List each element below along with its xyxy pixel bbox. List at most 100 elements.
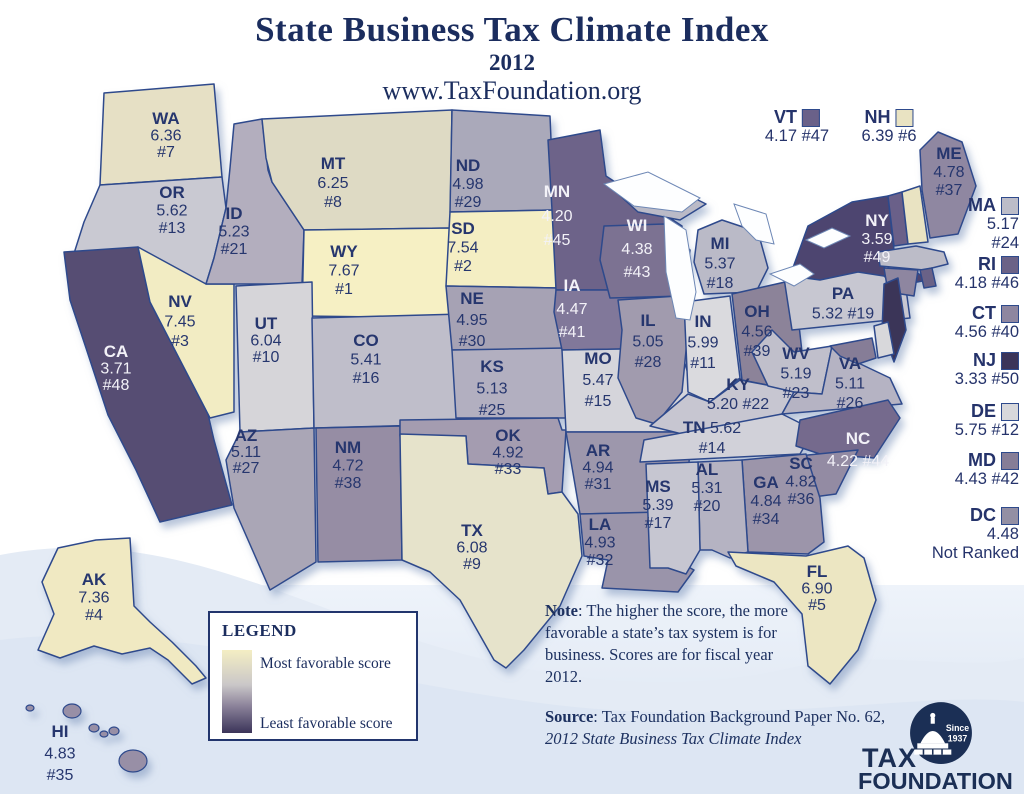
state-label-AZ: 5.11 bbox=[231, 444, 261, 461]
source-label: Source bbox=[545, 707, 594, 726]
state-label-IL: IL bbox=[640, 311, 655, 330]
state-abbr-VT: VT bbox=[773, 107, 798, 127]
legend-most-favorable-label: Most favorable score bbox=[260, 655, 391, 672]
state-label-IA: #41 bbox=[559, 324, 586, 341]
state-label-TX: TX bbox=[461, 521, 483, 540]
state-label-IA: IA bbox=[564, 276, 581, 295]
state-label-CO: 5.41 bbox=[350, 352, 381, 369]
callout-DE-abbr: DE bbox=[955, 402, 1019, 421]
state-shape-AK bbox=[37, 537, 207, 685]
color-swatch-DC bbox=[1001, 506, 1019, 525]
state-label-OK: OK bbox=[495, 426, 521, 445]
state-label-AZ: #27 bbox=[233, 460, 260, 477]
callout-MA-value-1: #24 bbox=[991, 233, 1019, 252]
state-label-AZ: AZ bbox=[235, 426, 258, 445]
state-label-AL: #20 bbox=[694, 498, 721, 515]
state-label-WI: #43 bbox=[624, 264, 651, 281]
state-shape-NC bbox=[795, 399, 901, 459]
state-shape-KS bbox=[451, 347, 571, 419]
callout-NH: NH 6.39 #6 bbox=[861, 108, 916, 146]
state-label-MO: 5.47 bbox=[582, 372, 613, 389]
callout-RI-value-0: 4.18 #46 bbox=[954, 274, 1019, 292]
state-label-MN: #45 bbox=[544, 232, 571, 249]
state-label-CA: CA bbox=[104, 342, 129, 361]
state-label-NE: 4.95 bbox=[456, 312, 487, 329]
state-label-OR: OR bbox=[159, 183, 185, 202]
state-label-IL: #28 bbox=[635, 354, 662, 371]
state-shape-FL bbox=[727, 545, 877, 685]
state-label-NV: 7.45 bbox=[164, 314, 195, 331]
state-shape-ME bbox=[919, 131, 977, 239]
state-label-MN: MN bbox=[544, 182, 570, 201]
state-label-NY: #49 bbox=[864, 249, 891, 266]
logo-since-year: 1937 bbox=[948, 733, 968, 743]
callout-VT-abbr: VT bbox=[765, 108, 829, 127]
state-abbr-DC: DC bbox=[970, 505, 996, 525]
state-label-SC: 4.82 bbox=[785, 474, 816, 491]
state-label-IN: 5.99 bbox=[687, 335, 718, 352]
callout-DE: DE 5.75 #12 bbox=[955, 402, 1019, 440]
state-label-NC: 4.22 #44 bbox=[827, 453, 889, 470]
state-shape-IN bbox=[683, 295, 741, 403]
state-abbr-NH: NH bbox=[864, 107, 891, 127]
state-label-WA: 6.36 bbox=[150, 128, 181, 145]
state-label-OH: OH bbox=[744, 302, 770, 321]
state-label-SD: 7.54 bbox=[447, 240, 478, 257]
state-label-UT: 6.04 bbox=[250, 333, 281, 350]
state-label-CA: 3.71 bbox=[100, 361, 131, 378]
state-label-WY: WY bbox=[330, 242, 358, 261]
state-label-CA: #48 bbox=[103, 377, 130, 394]
state-label-IL: 5.05 bbox=[632, 334, 663, 351]
state-label-NC: NC bbox=[846, 429, 871, 448]
state-label-LA: #32 bbox=[587, 552, 614, 569]
state-label-MT: MT bbox=[321, 154, 346, 173]
state-label-AK: #4 bbox=[85, 607, 103, 624]
note-body: : The higher the score, the more favorab… bbox=[545, 601, 788, 686]
state-label-GA: 4.84 bbox=[750, 493, 781, 510]
callout-RI-abbr: RI bbox=[955, 255, 1019, 274]
state-shape-DE bbox=[873, 321, 895, 359]
state-label-MI: #18 bbox=[707, 275, 734, 292]
callout-MD: MD 4.43 #42 bbox=[955, 451, 1019, 489]
state-label-IA: 4.47 bbox=[556, 301, 587, 318]
state-label-AK: AK bbox=[82, 570, 107, 589]
state-label-KS: #25 bbox=[479, 402, 506, 419]
state-label-GA: #34 bbox=[753, 511, 780, 528]
state-label-OH: #39 bbox=[744, 343, 771, 360]
state-label-OK: #33 bbox=[495, 461, 522, 478]
color-swatch-MD bbox=[1001, 451, 1019, 470]
state-label-NE: #30 bbox=[459, 333, 486, 350]
color-swatch-NJ bbox=[1001, 351, 1019, 370]
state-label-OH: 4.56 bbox=[741, 324, 772, 341]
state-label-WA: #7 bbox=[157, 144, 175, 161]
state-label-OR: 5.62 bbox=[156, 203, 187, 220]
legend-box: LEGEND Most favorable score Least favora… bbox=[208, 611, 418, 741]
state-label-ND: ND bbox=[456, 156, 481, 175]
callout-VT-value-0: 4.17 #47 bbox=[764, 127, 830, 145]
legend-title: LEGEND bbox=[222, 621, 297, 640]
state-label-TX: 6.08 bbox=[456, 540, 487, 557]
great-lakes bbox=[602, 171, 852, 321]
callout-NJ-value-0: 3.33 #50 bbox=[954, 370, 1019, 388]
state-label-AR: #31 bbox=[585, 476, 612, 493]
callout-VT: VT 4.17 #47 bbox=[765, 108, 829, 146]
state-label-WV: 5.19 bbox=[780, 366, 811, 383]
state-label-KS: 5.13 bbox=[476, 381, 507, 398]
state-label-AL: 5.31 bbox=[691, 480, 722, 497]
logo-foundation-text: FOUNDATION bbox=[858, 768, 1013, 794]
state-label-FL: 6.90 bbox=[801, 581, 832, 598]
legend-least-favorable-label: Least favorable score bbox=[260, 715, 393, 732]
callout-RI: RI 4.18 #46 bbox=[955, 255, 1019, 293]
callout-DC-value-1: Not Ranked bbox=[931, 543, 1019, 562]
website-url-link[interactable]: www.TaxFoundation.org bbox=[382, 76, 642, 105]
callout-NJ: NJ 3.33 #50 bbox=[955, 351, 1019, 389]
callout-NJ-abbr: NJ bbox=[955, 351, 1019, 370]
state-shape-NH bbox=[901, 185, 929, 245]
state-label-ME: #37 bbox=[936, 182, 963, 199]
callout-MA: MA 5.17 #24 bbox=[968, 196, 1019, 252]
state-label-VA: #26 bbox=[837, 395, 864, 412]
state-label-NY: NY bbox=[865, 211, 889, 230]
state-label-MT: #8 bbox=[324, 194, 342, 211]
state-label-NV: NV bbox=[168, 292, 192, 311]
